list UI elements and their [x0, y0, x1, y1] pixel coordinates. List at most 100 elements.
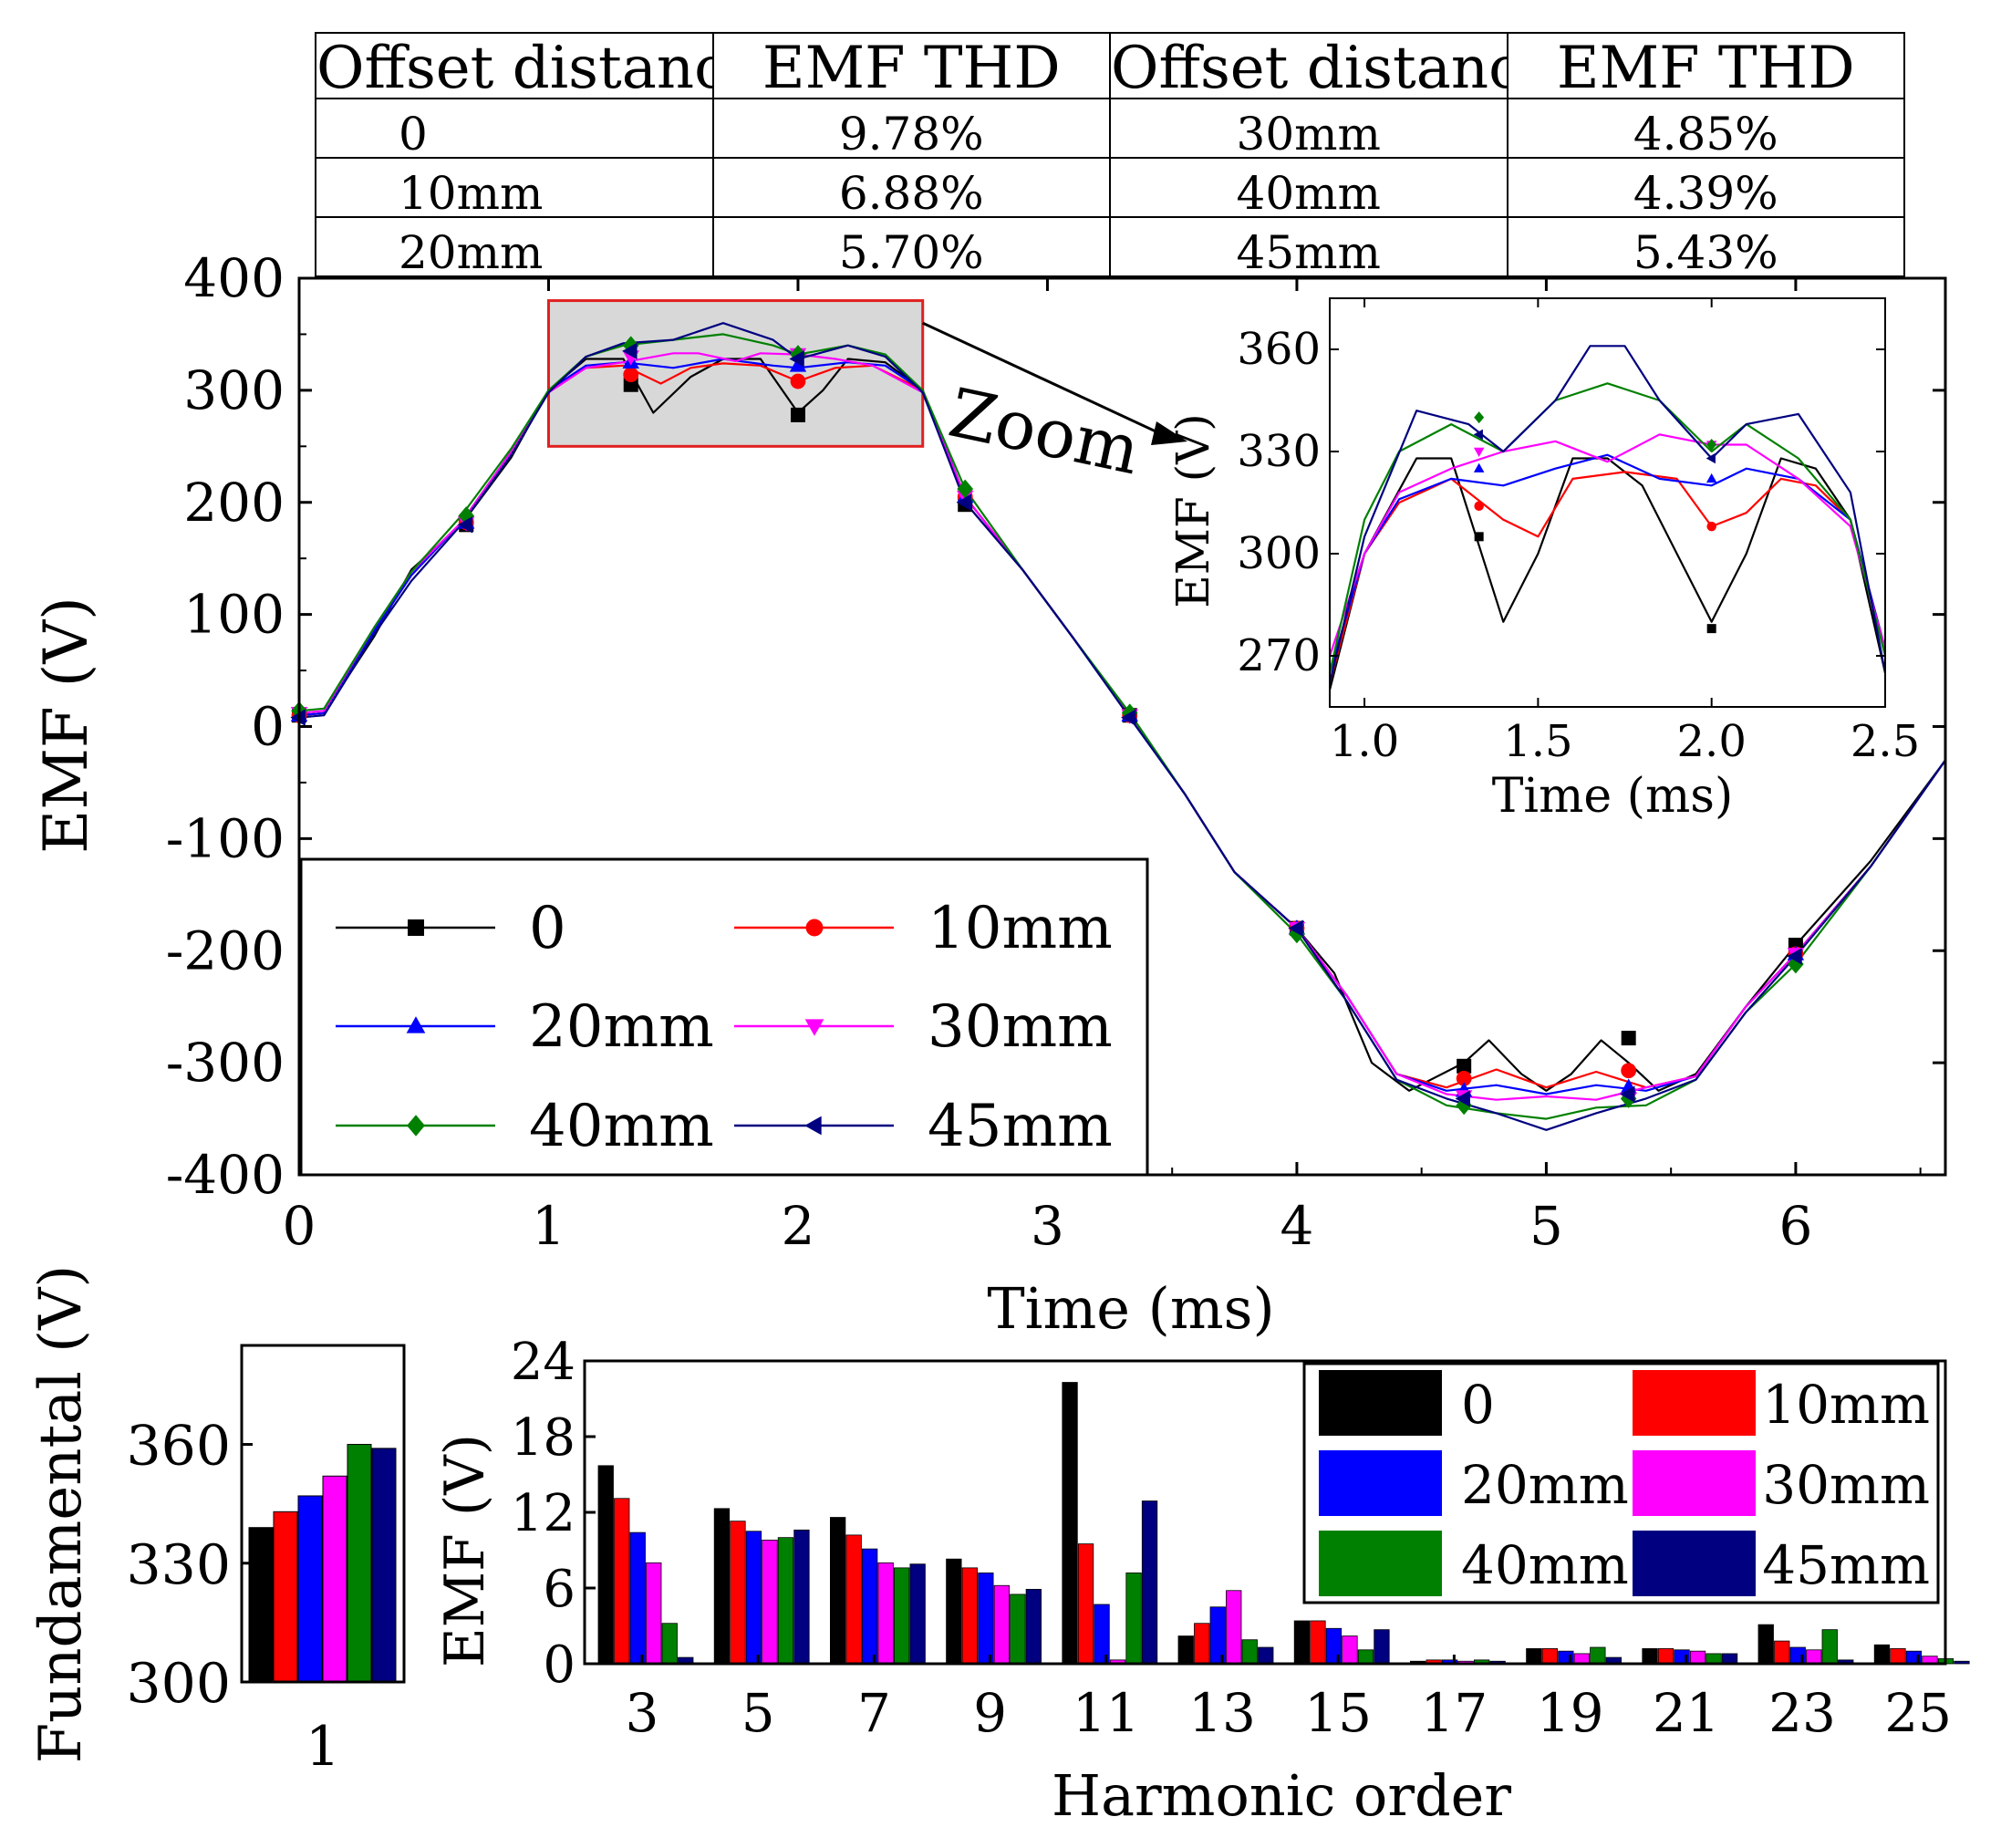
marker-circle	[805, 919, 824, 937]
legend-swatch	[1633, 1370, 1756, 1436]
legend-swatch	[1633, 1450, 1756, 1516]
harmonic-bar-30mm	[1342, 1635, 1358, 1665]
harmonic-bar-0	[1873, 1644, 1891, 1665]
y-tick-label: 300	[183, 359, 285, 421]
x-tick-label: 5	[1529, 1195, 1563, 1257]
thd-header-cell: EMF THD	[1506, 32, 1905, 99]
y-tick-label: 0	[251, 696, 285, 758]
thd-header-cell: Offset distance	[315, 32, 714, 99]
harmonic-bar-0	[1757, 1624, 1774, 1665]
x-tick-label: 0	[283, 1195, 316, 1257]
marker-triangle-up	[1706, 472, 1717, 483]
inset-frame	[1329, 297, 1886, 708]
harmonic-bar-10mm	[1541, 1648, 1558, 1665]
inset-x-axis-label: Time (ms)	[1492, 769, 1734, 824]
harmonic-bar-40mm	[1125, 1573, 1142, 1665]
marker-triangle-up	[789, 357, 807, 372]
marker-triangle-left	[1620, 1085, 1635, 1103]
thd-cell: 4.39%	[1506, 157, 1905, 218]
legend-label: 40mm	[529, 1093, 714, 1160]
marker-triangle-up	[406, 1016, 426, 1033]
legend-label: 20mm	[529, 993, 714, 1061]
inset-y-tick-label: 300	[1237, 528, 1321, 579]
thd-table-row: 0 9.78% 30mm 4.85%	[315, 98, 1905, 159]
fundamental-chart: 300 330 360 1 Fundamental (V)	[27, 1265, 406, 1779]
legend-label: 40mm	[1461, 1534, 1629, 1596]
y-tick-label: -200	[166, 919, 285, 981]
legend-label: 0	[1461, 1374, 1495, 1436]
thd-cell: 20mm	[315, 216, 714, 277]
marker-triangle-left	[1787, 948, 1802, 965]
harmonic-bar-45mm	[1025, 1588, 1042, 1665]
main-legend: 0 10mm 20mm 30mm 40mm 45mm	[299, 857, 1149, 1177]
legend-swatch	[1319, 1450, 1442, 1516]
harmonic-bar-10mm	[1310, 1620, 1326, 1665]
harmonics-x-tick-label: 9	[973, 1682, 1007, 1744]
harmonics-x-tick-label: 19	[1537, 1682, 1604, 1744]
harmonics-x-tick-label: 5	[741, 1682, 775, 1744]
marker-triangle-left	[622, 342, 638, 360]
thd-cell: 6.88%	[711, 157, 1111, 218]
x-tick-label: 4	[1280, 1195, 1313, 1257]
harmonic-bar-40mm	[1357, 1649, 1374, 1665]
marker-circle	[1706, 521, 1716, 532]
marker-triangle-down	[1473, 447, 1485, 457]
legend-label: 45mm	[1762, 1534, 1930, 1596]
harmonic-bar-40mm	[1706, 1653, 1722, 1665]
harmonic-bar-45mm	[1374, 1629, 1390, 1665]
thd-table: Offset distance EMF THD Offset distance …	[315, 32, 1905, 277]
thd-cell: 10mm	[315, 157, 714, 218]
fundamental-bar-10mm	[273, 1511, 298, 1683]
main-chart: -400 -300 -200 -100 0 100 200 300 400 0 1 2 3 4 5 6 Time…	[31, 247, 1947, 1342]
marker-circle	[1621, 1063, 1637, 1079]
zoom-label: Zoom	[942, 374, 1146, 491]
harmonic-bar-10mm	[1657, 1648, 1674, 1665]
fundamental-y-axis-label: Fundamental (V)	[27, 1265, 95, 1764]
inset-x-tick-label: 1.0	[1330, 716, 1399, 767]
x-axis-label: Time (ms)	[987, 1275, 1274, 1342]
harmonics-x-tick-label: 13	[1188, 1682, 1256, 1744]
x-tick-label: 6	[1778, 1195, 1812, 1257]
marker-triangle-left	[1473, 429, 1483, 441]
harmonics-x-tick-label: 15	[1304, 1682, 1372, 1744]
harmonic-bar-0	[1177, 1635, 1194, 1665]
harmonic-bar-20mm	[745, 1531, 762, 1665]
legend-label: 30mm	[928, 993, 1113, 1061]
y-axis-label: EMF (V)	[31, 597, 101, 854]
fundamental-bar-0	[248, 1527, 274, 1683]
inset-series	[1330, 345, 1885, 690]
harmonic-bar-40mm	[894, 1567, 910, 1665]
harmonic-bar-40mm	[1010, 1594, 1026, 1665]
legend-label: 30mm	[1762, 1454, 1930, 1516]
marker-diamond	[1706, 439, 1717, 452]
harmonic-bar-30mm	[762, 1540, 778, 1665]
marker-triangle-up	[1473, 462, 1485, 472]
harmonic-bar-30mm	[1226, 1590, 1242, 1665]
inset-y-tick-label: 330	[1237, 426, 1321, 477]
harmonic-bar-30mm	[1806, 1649, 1822, 1665]
harmonic-bar-45mm	[909, 1563, 926, 1665]
marker-triangle-left	[457, 516, 473, 534]
fundamental-bar-45mm	[371, 1448, 397, 1683]
harmonics-legend: 0 10mm 20mm 30mm 40mm 45mm	[1302, 1362, 1940, 1604]
inset-background	[1330, 298, 1885, 707]
marker-square	[790, 407, 805, 422]
y-tick-label: 400	[183, 247, 285, 309]
fundamental-y-tick-label: 300	[126, 1652, 231, 1716]
legend-swatch	[1319, 1370, 1442, 1436]
harmonic-bar-30mm	[877, 1562, 894, 1665]
x-tick-label: 1	[532, 1195, 565, 1257]
harmonic-bar-10mm	[1774, 1640, 1790, 1665]
harmonic-bar-10mm	[1077, 1543, 1094, 1665]
zoom-inset-chart: 270 300 330 360 1.0 1.5 2.0 2.5 Time (ms) EMF (V)	[1166, 297, 1920, 824]
fundamental-bar-40mm	[347, 1444, 372, 1683]
marker-square	[1457, 1058, 1472, 1074]
harmonics-y-axis-label: EMF (V)	[433, 1434, 497, 1667]
harmonics-y-tick-label: 24	[511, 1333, 575, 1392]
legend-label: 0	[529, 895, 566, 962]
marker-diamond	[957, 479, 974, 499]
harmonic-bar-10mm	[845, 1534, 862, 1665]
marker-square	[1474, 532, 1484, 542]
marker-circle	[623, 367, 639, 383]
harmonic-bar-10mm	[961, 1567, 978, 1665]
